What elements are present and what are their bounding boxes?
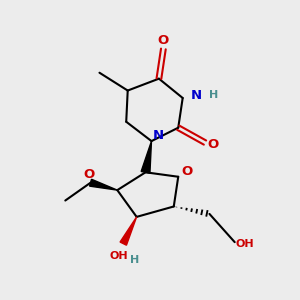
- Text: O: O: [158, 34, 169, 47]
- Text: H: H: [209, 90, 218, 100]
- Text: O: O: [208, 138, 219, 151]
- Text: N: N: [152, 129, 164, 142]
- Text: H: H: [130, 255, 139, 265]
- Polygon shape: [120, 217, 136, 245]
- Text: OH: OH: [236, 238, 254, 249]
- Polygon shape: [141, 141, 152, 173]
- Text: N: N: [190, 89, 202, 102]
- Text: OH: OH: [110, 250, 128, 260]
- Text: O: O: [181, 165, 192, 178]
- Polygon shape: [90, 179, 117, 190]
- Text: O: O: [83, 168, 95, 181]
